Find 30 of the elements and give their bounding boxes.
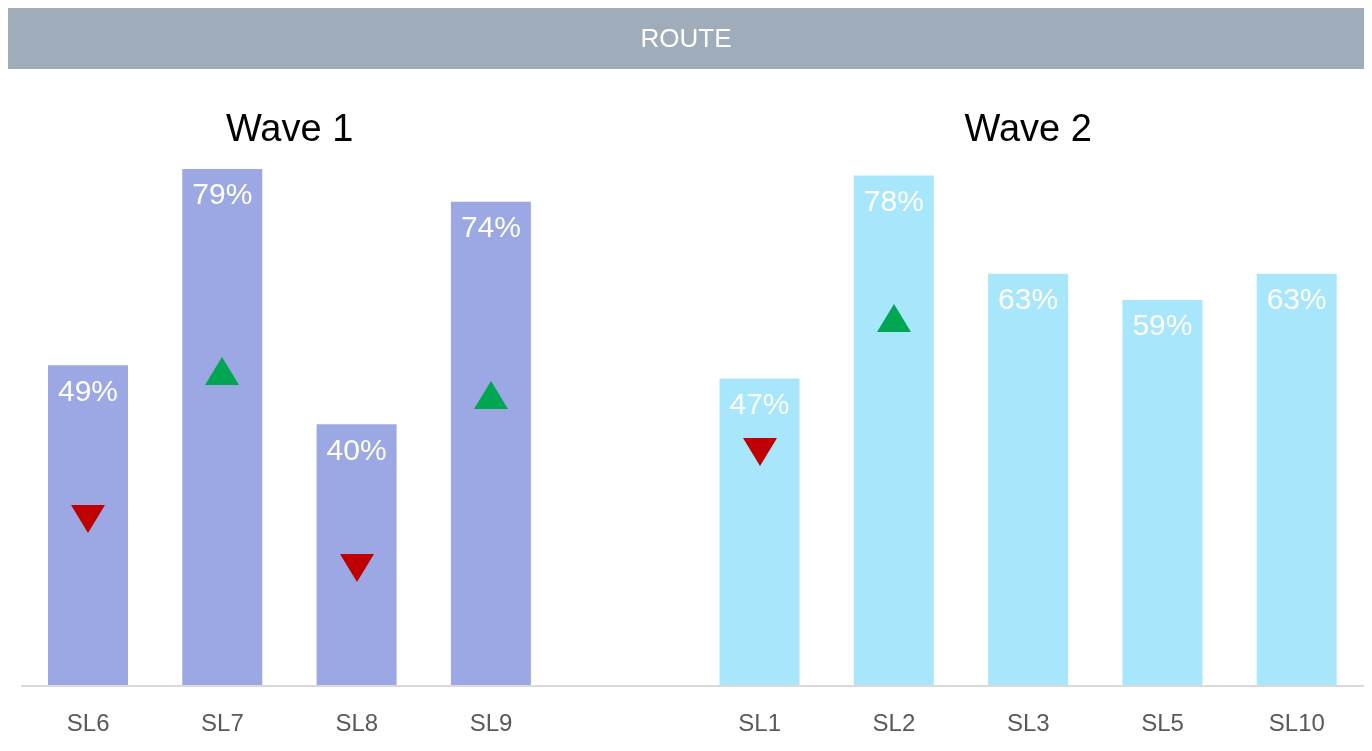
x-tick-label: SL5 [1141, 709, 1184, 737]
chart-title: ROUTE [8, 8, 1364, 69]
data-label: 63% [1266, 282, 1327, 316]
data-label: 63% [998, 282, 1059, 316]
data-label: 49% [57, 373, 119, 407]
bar [719, 378, 800, 686]
data-label: 47% [729, 386, 790, 420]
x-tick-label: SL9 [469, 709, 513, 737]
data-label: 79% [192, 177, 253, 211]
x-tick-label: SL2 [872, 709, 916, 737]
text: Wave 2 [963, 107, 1093, 150]
bar [1122, 299, 1203, 686]
bar [853, 175, 934, 686]
bar [316, 424, 397, 686]
bar [48, 365, 128, 686]
bar [988, 273, 1069, 686]
x-tick-label: SL10 [1268, 709, 1325, 737]
x-tick-label: SL8 [335, 709, 379, 737]
x-tick-label: SL7 [201, 709, 244, 737]
data-label: 78% [863, 183, 924, 217]
x-tick-label: SL1 [738, 709, 781, 737]
x-tick-label: SL6 [66, 709, 110, 737]
bar [1256, 273, 1337, 686]
x-tick-label: SL3 [1006, 709, 1050, 737]
bar [450, 201, 531, 686]
data-label: 74% [460, 210, 521, 244]
data-label: 59% [1132, 308, 1193, 342]
data-label: 40% [326, 432, 387, 466]
text: Wave 1 [224, 107, 355, 150]
bar [182, 169, 263, 686]
